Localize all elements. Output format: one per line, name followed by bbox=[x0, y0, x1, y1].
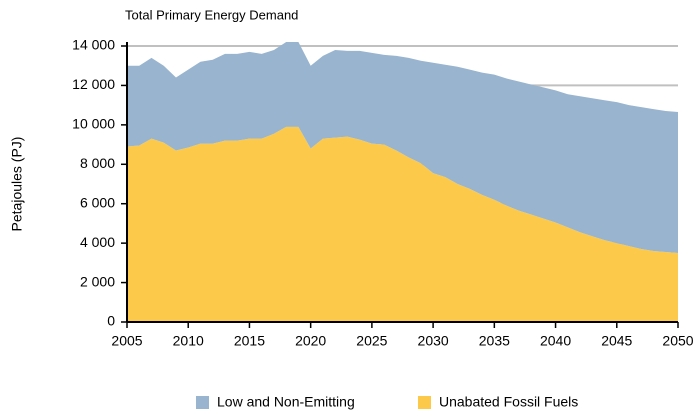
x-tick-label: 2035 bbox=[479, 333, 510, 349]
legend-label: Low and Non-Emitting bbox=[217, 394, 355, 410]
chart-title: Total Primary Energy Demand bbox=[125, 7, 298, 22]
x-tick-label: 2040 bbox=[540, 333, 571, 349]
legend-swatch bbox=[418, 396, 431, 409]
legend-label: Unabated Fossil Fuels bbox=[439, 394, 578, 410]
y-axis-title: Petajoules (PJ) bbox=[9, 137, 25, 232]
x-tick-label: 2020 bbox=[295, 333, 326, 349]
y-tick-label: 2 000 bbox=[80, 273, 115, 289]
x-tick-label: 2010 bbox=[173, 333, 204, 349]
y-tick-label: 6 000 bbox=[80, 194, 115, 210]
y-tick-label: 14 000 bbox=[72, 37, 115, 53]
y-tick-label: 12 000 bbox=[72, 76, 115, 92]
x-tick-label: 2030 bbox=[418, 333, 449, 349]
area bbox=[127, 126, 678, 322]
x-tick-label: 2045 bbox=[601, 333, 632, 349]
x-tick-label: 2025 bbox=[356, 333, 387, 349]
y-tick-label: 8 000 bbox=[80, 155, 115, 171]
y-tick-label: 0 bbox=[107, 313, 115, 329]
x-tick-label: 2050 bbox=[662, 333, 693, 349]
x-tick-label: 2015 bbox=[234, 333, 265, 349]
x-tick-label: 2005 bbox=[111, 333, 142, 349]
y-tick-label: 4 000 bbox=[80, 234, 115, 250]
area bbox=[127, 42, 678, 253]
y-tick-label: 10 000 bbox=[72, 116, 115, 132]
legend-swatch bbox=[196, 396, 209, 409]
